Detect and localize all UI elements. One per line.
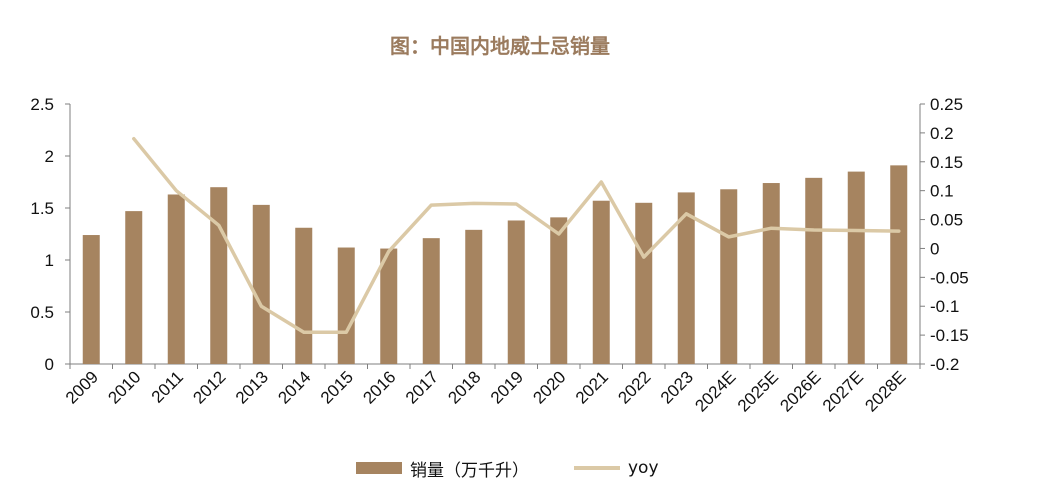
y-right-tick-label: 0.1 bbox=[930, 182, 954, 201]
legend-label-yoy: yoy bbox=[628, 458, 659, 478]
x-tick-label: 2014 bbox=[274, 367, 314, 407]
bar bbox=[720, 189, 738, 364]
x-tick-label: 2012 bbox=[189, 367, 229, 407]
x-tick-label: 2028E bbox=[861, 367, 909, 415]
yoy-line bbox=[132, 136, 901, 334]
bar bbox=[805, 177, 823, 364]
y-right-tick-label: 0.25 bbox=[930, 95, 963, 114]
y-left-tick-label: 1 bbox=[45, 251, 54, 270]
legend-item-sales: 销量（万千升） bbox=[356, 454, 529, 482]
x-tick-label: 2022 bbox=[614, 367, 654, 407]
bar bbox=[677, 192, 695, 364]
bar bbox=[465, 229, 483, 364]
bar bbox=[167, 194, 185, 364]
x-tick-labels: 2009 2010 2011 2012 2013 2014 2015 2016 2017 2018… bbox=[62, 367, 910, 415]
y-right-tick-label: -0.1 bbox=[930, 297, 959, 316]
x-tick-label: 2015 bbox=[317, 367, 357, 407]
bar bbox=[762, 183, 780, 364]
x-tick-label: 2027E bbox=[819, 367, 867, 415]
bar bbox=[380, 248, 398, 364]
legend-label-sales: 销量（万千升） bbox=[410, 460, 529, 481]
bar bbox=[125, 211, 143, 364]
bar bbox=[635, 202, 653, 364]
x-tick-label: 2025E bbox=[734, 367, 782, 415]
bar bbox=[592, 200, 610, 364]
y-left-tick-label: 0.5 bbox=[30, 303, 54, 322]
y-right-tick-label: 0 bbox=[930, 239, 939, 258]
x-tick-label: 2016 bbox=[359, 367, 399, 407]
x-tick-label: 2017 bbox=[402, 367, 442, 407]
y-right-tick-label: 0.15 bbox=[930, 153, 963, 172]
x-tick-label: 2019 bbox=[487, 367, 527, 407]
legend-swatch-bar bbox=[356, 462, 402, 474]
y-right-tick-label: 0.2 bbox=[930, 124, 954, 143]
x-tick-label: 2013 bbox=[232, 367, 272, 407]
bar bbox=[295, 227, 313, 364]
yoy-series-line bbox=[132, 136, 901, 334]
x-tick-label: 2018 bbox=[444, 367, 484, 407]
bar bbox=[252, 204, 270, 364]
chart-title: 图：中国内地威士忌销量 bbox=[390, 34, 610, 58]
x-tick-label: 2024E bbox=[691, 367, 739, 415]
x-tick-label: 2020 bbox=[529, 367, 569, 407]
y-right-tick-label: -0.15 bbox=[930, 326, 969, 345]
x-tick-label: 2010 bbox=[104, 367, 144, 407]
y-left-tick-label: 2.5 bbox=[30, 95, 54, 114]
bar bbox=[337, 247, 355, 364]
bar bbox=[422, 238, 440, 364]
y-right-tick-label: -0.05 bbox=[930, 268, 969, 287]
x-tick-label: 2011 bbox=[148, 367, 187, 406]
legend-item-yoy: yoy bbox=[574, 454, 659, 482]
bar bbox=[847, 171, 865, 364]
bar bbox=[507, 220, 525, 364]
x-tick-label: 2021 bbox=[572, 367, 612, 407]
bar bbox=[890, 165, 908, 364]
bars bbox=[82, 165, 908, 364]
y-left-tick-label: 2 bbox=[45, 147, 54, 166]
bar bbox=[210, 187, 228, 364]
chart: 0 0.5 1 1.5 2 2.5 -0.2 -0.15 -0.1 -0.05 0 0.05 0.1 0.… bbox=[30, 95, 969, 416]
legend: 销量（万千升） yoy bbox=[0, 454, 1043, 482]
bar bbox=[82, 235, 100, 364]
y-left-tick-label: 0 bbox=[45, 355, 54, 374]
y-right-tick-label: -0.2 bbox=[930, 355, 959, 374]
legend-swatch-line bbox=[574, 466, 620, 470]
x-tick-label: 2026E bbox=[776, 367, 824, 415]
x-tick-label: 2009 bbox=[62, 367, 102, 407]
y-left-tick-label: 1.5 bbox=[30, 199, 54, 218]
y-right-tick-label: 0.05 bbox=[930, 211, 963, 230]
bar bbox=[550, 217, 568, 364]
